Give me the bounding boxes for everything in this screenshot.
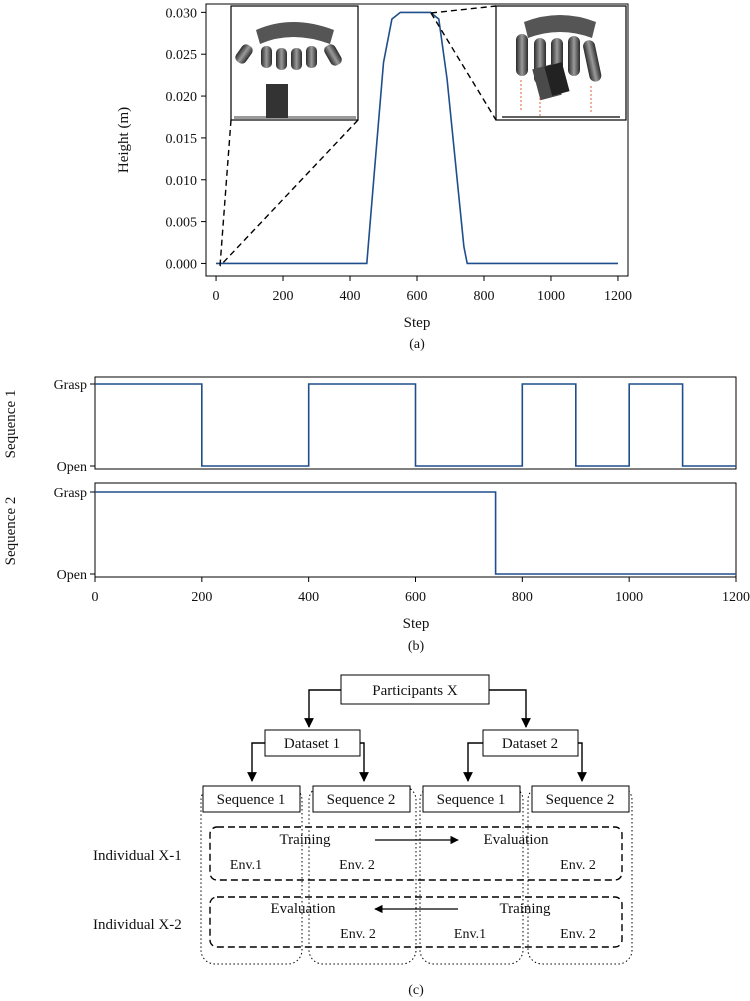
row-2-env: Env. 2: [340, 927, 376, 942]
height-series-line: [216, 11, 618, 265]
y-tick-label: Grasp: [54, 486, 87, 501]
y-tick-label: 0.015: [166, 132, 198, 147]
arrow-d1-seq2: [359, 742, 369, 782]
column-container-1: [200, 785, 303, 965]
x-tick-label: 400: [340, 289, 361, 304]
x-tick-group: 0 200 400 600 800 1000 1200: [213, 276, 632, 304]
y-tick-label: 0.020: [166, 90, 198, 105]
seq2-y-axis-label: Sequence 2: [3, 497, 19, 566]
y-tick-label: Open: [57, 460, 87, 475]
panel-a-height-chart: 0.000 0.005 0.010 0.015 0.020 0.025 0.030 0 200…: [116, 3, 632, 352]
x-tick-label: 200: [273, 289, 294, 304]
seq1-plot-frame: [94, 376, 737, 470]
seq2-plot-frame: [94, 482, 737, 578]
y-tick-label: 0.005: [166, 216, 198, 231]
x-axis-label: Step: [404, 315, 431, 331]
row-2-box: [209, 896, 623, 948]
row-1-left-phase: Training: [279, 832, 331, 848]
row-2-label: Individual X-2: [93, 917, 182, 933]
column-container-4: [527, 785, 633, 965]
x-tick-label: 0: [92, 590, 99, 605]
arrow-d2-seq1: [463, 742, 483, 782]
row-2-right-phase: Training: [499, 901, 551, 917]
arrow-to-dataset-1: [304, 689, 341, 728]
participants-label: Participants X: [372, 683, 458, 699]
row-1-env: Env.1: [230, 858, 262, 873]
dataset-2-node: [482, 729, 579, 757]
sequence-2-line: [95, 491, 736, 575]
inset-connector-left-a: [219, 119, 232, 267]
x-tick-label: 1000: [615, 590, 643, 605]
row-1-env: Env. 2: [560, 858, 596, 873]
row-1-box: [209, 826, 623, 881]
panel-label: (a): [409, 337, 425, 352]
x-tick-label: 800: [473, 289, 494, 304]
x-tick-label: 1000: [537, 289, 565, 304]
y-tick-label: 0.000: [166, 257, 198, 272]
arrow-d2-seq2: [577, 742, 587, 782]
x-tick-label: 1200: [722, 590, 750, 605]
dataset-1-label: Dataset 1: [284, 736, 340, 752]
panel-label: (b): [408, 639, 425, 654]
inset-connector-right-a: [430, 5, 497, 14]
x-tick-label: 600: [407, 289, 428, 304]
row-1-right-phase: Evaluation: [484, 832, 549, 848]
inset-connector-right-b: [430, 12, 497, 121]
panel-c-diagram: Participants X Dataset 1 Dataset 2 Seque…: [93, 674, 633, 998]
row-2-env: Env. 2: [560, 927, 596, 942]
sequence-node-3: [422, 785, 521, 813]
y-tick-label: Grasp: [54, 378, 87, 393]
row-2-left-phase: Evaluation: [271, 901, 336, 917]
inset-connector-left-b: [219, 119, 359, 267]
x-axis-label: Step: [403, 616, 430, 632]
hand-open-inset: [230, 5, 359, 121]
x-tick-label: 1200: [604, 289, 632, 304]
hand-grasp-inset: [495, 5, 627, 121]
x-tick-label: 800: [512, 590, 533, 605]
row-1-label: Individual X-1: [93, 848, 182, 864]
sequence-node-2: [312, 785, 411, 813]
dataset-1-node: [264, 729, 361, 757]
x-tick-label: 600: [405, 590, 426, 605]
y-tick-label: 0.025: [166, 48, 198, 63]
panel-label: (c): [408, 983, 424, 998]
y-tick-label: Open: [57, 568, 87, 583]
column-container-2: [308, 785, 417, 965]
y-tick-group: 0.000 0.005 0.010 0.015 0.020 0.025 0.030: [166, 6, 206, 272]
y-tick-label: 0.030: [166, 6, 198, 21]
row-2-env: Env.1: [454, 927, 486, 942]
row-1-env: Env. 2: [339, 858, 375, 873]
participants-node: [340, 674, 490, 705]
sequence-1-line: [95, 383, 736, 467]
y-axis-label: Height (m): [116, 107, 132, 173]
sequence-node-label: Sequence 2: [327, 792, 396, 808]
sequence-node-label: Sequence 2: [546, 792, 615, 808]
x-tick-label: 400: [298, 590, 319, 605]
arrow-d1-seq1: [247, 742, 265, 782]
sequence-node-label: Sequence 1: [217, 792, 286, 808]
x-tick-label: 200: [191, 590, 212, 605]
arrow-to-dataset-2: [489, 689, 531, 728]
sequence-node-4: [531, 785, 630, 813]
tick-group: Grasp Open Grasp Open 0 200 400 600 800 1000 1200: [54, 378, 750, 605]
dataset-2-label: Dataset 2: [502, 736, 558, 752]
seq1-y-axis-label: Sequence 1: [3, 390, 19, 459]
sequence-node-label: Sequence 1: [437, 792, 506, 808]
sequence-node-1: [202, 785, 301, 813]
x-tick-label: 0: [213, 289, 220, 304]
y-tick-label: 0.010: [166, 174, 198, 189]
